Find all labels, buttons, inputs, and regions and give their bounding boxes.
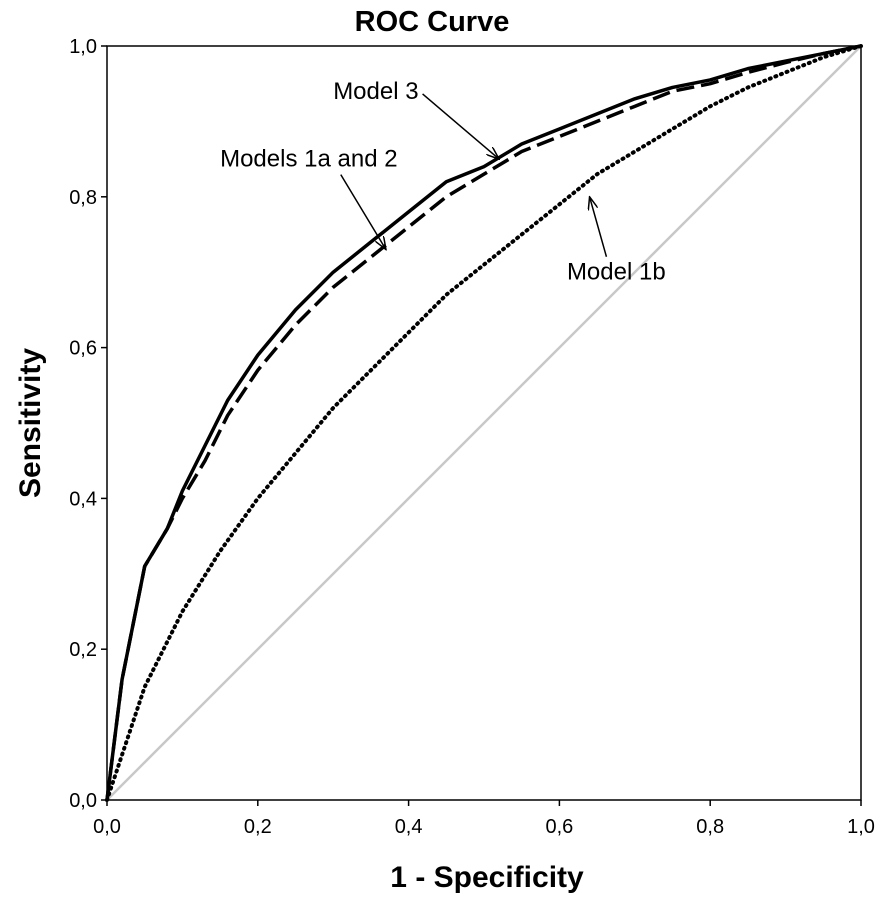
y-tick-label: 0,0 [69,790,97,812]
annotation-arrow-model-1b [590,197,608,257]
x-tick-label: 1,0 [847,816,875,838]
annotation-arrow-model-3 [422,93,499,159]
x-tick-label: 0,0 [93,816,121,838]
ticks-layer: 0,0 0,2 0,4 0,6 0,8 1,0 0,0 0,2 0,4 0,6 0,8 1,0 [69,36,875,838]
x-tick-label: 0,2 [244,816,272,838]
y-tick-label: 0,2 [69,639,97,661]
y-tick-label: 0,6 [69,338,97,360]
y-tick-label: 0,4 [69,488,97,510]
y-tick-label: 0,8 [69,187,97,209]
annotation-models-1a-and-2: Models 1a and 2 [220,146,397,173]
x-tick-label: 0,4 [395,816,423,838]
y-axis-label: Sensitivity [14,348,47,498]
annotation-arrow-models-1a-and-2 [340,174,386,250]
series-line-reference-line [106,45,862,801]
chart-title: ROC Curve [355,6,510,38]
annotation-layer: Model 3 Models 1a and 2 Model 1b [220,78,666,286]
x-tick-label: 0,8 [696,816,724,838]
series-layer [105,44,863,802]
x-tick-label: 0,6 [545,816,573,838]
x-axis-label: 1 - Specificity [390,861,584,894]
series-line-model-3 [105,44,862,801]
y-tick-label: 1,0 [69,36,97,58]
annotation-model-3: Model 3 [333,78,418,105]
series-line-model-1b [105,44,863,802]
series-line-models-1a-and-2 [105,44,862,801]
annotation-model-1b: Model 1b [567,259,666,286]
plot-frame [106,45,862,801]
